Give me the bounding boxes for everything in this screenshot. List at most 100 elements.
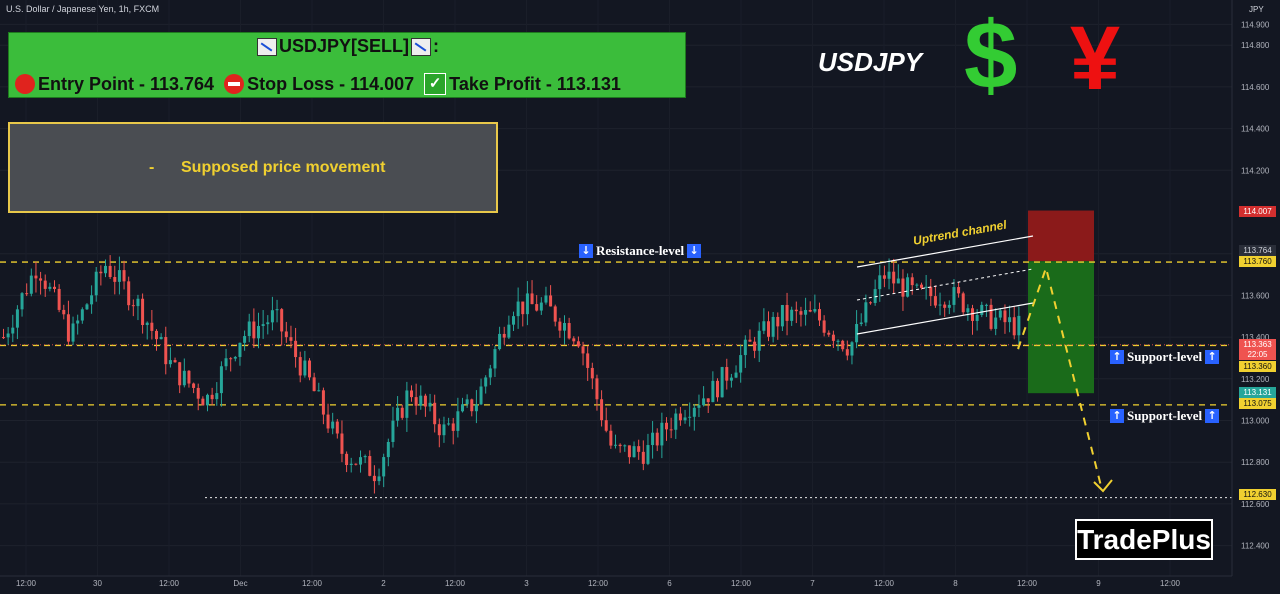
candle-body — [549, 295, 553, 307]
candle-body — [456, 411, 460, 431]
candle-body — [76, 320, 80, 324]
candle-body — [155, 330, 158, 340]
candle-body — [975, 314, 979, 321]
candle-body — [410, 390, 413, 398]
candle-body — [382, 457, 386, 477]
candle-body — [627, 445, 631, 458]
arrow-down-icon: ↓ — [687, 244, 702, 258]
candle-body — [71, 323, 75, 342]
projected-path-arrowhead — [1093, 479, 1113, 493]
y-tick-label: 114.900 — [1241, 20, 1270, 29]
no-entry-icon — [224, 74, 245, 94]
legend-dash: - — [149, 159, 155, 176]
candle-body — [396, 407, 400, 421]
x-tick-label: 2 — [381, 579, 386, 588]
candle-body — [62, 309, 66, 315]
tag-current: 113.363 — [1239, 339, 1276, 350]
channel-bottom-line — [856, 302, 1034, 335]
candle-body — [359, 457, 362, 465]
x-tick-label: 8 — [953, 579, 958, 588]
candle-body — [553, 306, 557, 322]
candle-body — [785, 304, 789, 321]
candle-body — [187, 370, 191, 384]
take-profit-zone — [1028, 261, 1094, 394]
candle-body — [294, 340, 298, 358]
candle-body — [998, 310, 1002, 318]
x-tick-label: 12:00 — [159, 579, 180, 588]
candle-body — [762, 321, 766, 331]
stop-loss-zone — [1028, 210, 1094, 262]
candle-body — [219, 366, 223, 394]
x-tick-label: Dec — [233, 579, 247, 588]
candle-body — [961, 293, 965, 313]
candle-body — [882, 275, 886, 279]
candle-body — [43, 280, 47, 289]
candle-body — [525, 293, 529, 315]
y-tick-label: 112.600 — [1241, 500, 1270, 509]
candle-body — [887, 271, 891, 279]
candle-body — [201, 398, 205, 406]
projected-path — [1017, 264, 1113, 493]
candle-body — [178, 362, 182, 386]
candle-body — [335, 421, 339, 434]
candle-body — [994, 317, 998, 329]
candle-body — [159, 337, 163, 340]
candle-body — [521, 301, 525, 315]
candle-body — [192, 383, 196, 388]
support-label-1: ↑ Support-level ↑ — [1107, 349, 1222, 365]
x-tick-label: 9 — [1096, 579, 1101, 588]
tag-entry: 113.764 — [1239, 245, 1276, 256]
candle-body — [428, 402, 432, 407]
x-tick-label: 12:00 — [445, 579, 466, 588]
x-tick-label: 12:00 — [874, 579, 895, 588]
candle-body — [94, 271, 98, 296]
candle-body — [512, 316, 515, 325]
candle-body — [655, 432, 659, 446]
candle-body — [321, 390, 325, 415]
candle-body — [507, 324, 511, 338]
candle-body — [99, 271, 103, 274]
candle-body — [298, 357, 302, 376]
signal-row: Entry Point - 113.764 Stop Loss - 114.00… — [15, 73, 631, 95]
candle-body — [233, 356, 237, 359]
arrow-up-icon: ↑ — [1205, 409, 1220, 423]
candle-body — [498, 333, 502, 350]
candle-body — [1012, 317, 1016, 336]
candle-body — [539, 302, 543, 311]
candle-body — [929, 286, 933, 297]
candle-body — [678, 413, 682, 421]
candle-body — [864, 302, 868, 323]
candle-body — [822, 320, 826, 333]
candle-body — [206, 394, 209, 406]
candle-body — [210, 394, 214, 400]
candle-body — [748, 339, 752, 342]
candle-body — [405, 390, 409, 418]
candle-body — [632, 446, 636, 458]
candle-body — [433, 402, 437, 425]
candle-body — [372, 475, 376, 482]
candle-body — [767, 321, 770, 337]
candle-body — [595, 378, 599, 400]
candle-body — [637, 446, 641, 452]
candle-body — [906, 277, 910, 297]
candle-body — [266, 322, 270, 325]
candle-body — [308, 360, 311, 378]
x-tick-label: 12:00 — [588, 579, 609, 588]
candle-body — [252, 321, 256, 339]
candle-body — [859, 322, 863, 325]
candle-body — [572, 338, 576, 342]
candle-body — [275, 309, 279, 311]
candle-body — [465, 399, 469, 405]
candle-body — [400, 407, 404, 418]
candle-body — [804, 309, 808, 315]
candle-body — [488, 368, 492, 378]
candle-body — [966, 308, 970, 313]
candle-body — [215, 393, 219, 400]
candle-body — [470, 399, 474, 412]
candle-body — [827, 332, 831, 335]
uptrend-channel — [856, 235, 1034, 335]
candle-body — [1017, 315, 1021, 336]
candle-body — [136, 298, 140, 307]
candle-body — [66, 314, 70, 342]
